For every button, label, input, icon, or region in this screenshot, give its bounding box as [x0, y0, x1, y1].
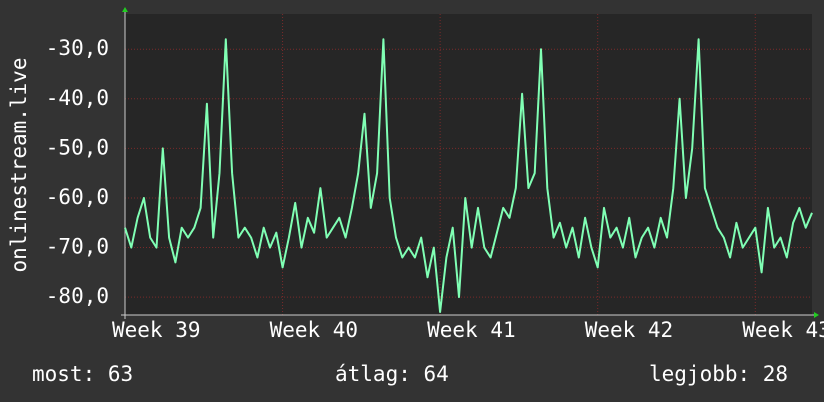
stat-label: most:	[32, 362, 95, 386]
x-tick-label: Week 40	[270, 318, 359, 342]
y-tick-label: -80,0	[46, 284, 109, 308]
plot-area	[125, 14, 812, 315]
stat-label: átlag:	[335, 362, 411, 386]
y-axis-label: onlinestream.live	[7, 58, 31, 273]
y-tick-label: -40,0	[46, 86, 109, 110]
data-line	[124, 38, 813, 313]
stat-value: 28	[763, 362, 788, 386]
y-tick-label: -30,0	[46, 36, 109, 60]
y-tick-label: -50,0	[46, 135, 109, 159]
y-tick-label: -70,0	[46, 235, 109, 259]
axis-arrow	[122, 7, 128, 12]
y-tick-label: -60,0	[46, 185, 109, 209]
stat-value: 63	[108, 362, 133, 386]
x-tick-label: Week 41	[427, 318, 516, 342]
stat-value: 64	[423, 362, 448, 386]
axis-arrow	[814, 312, 819, 318]
stat-label: legjobb:	[649, 362, 750, 386]
x-tick-label: Week 43	[742, 318, 824, 342]
x-tick-label: Week 42	[585, 318, 674, 342]
x-tick-label: Week 39	[112, 318, 201, 342]
